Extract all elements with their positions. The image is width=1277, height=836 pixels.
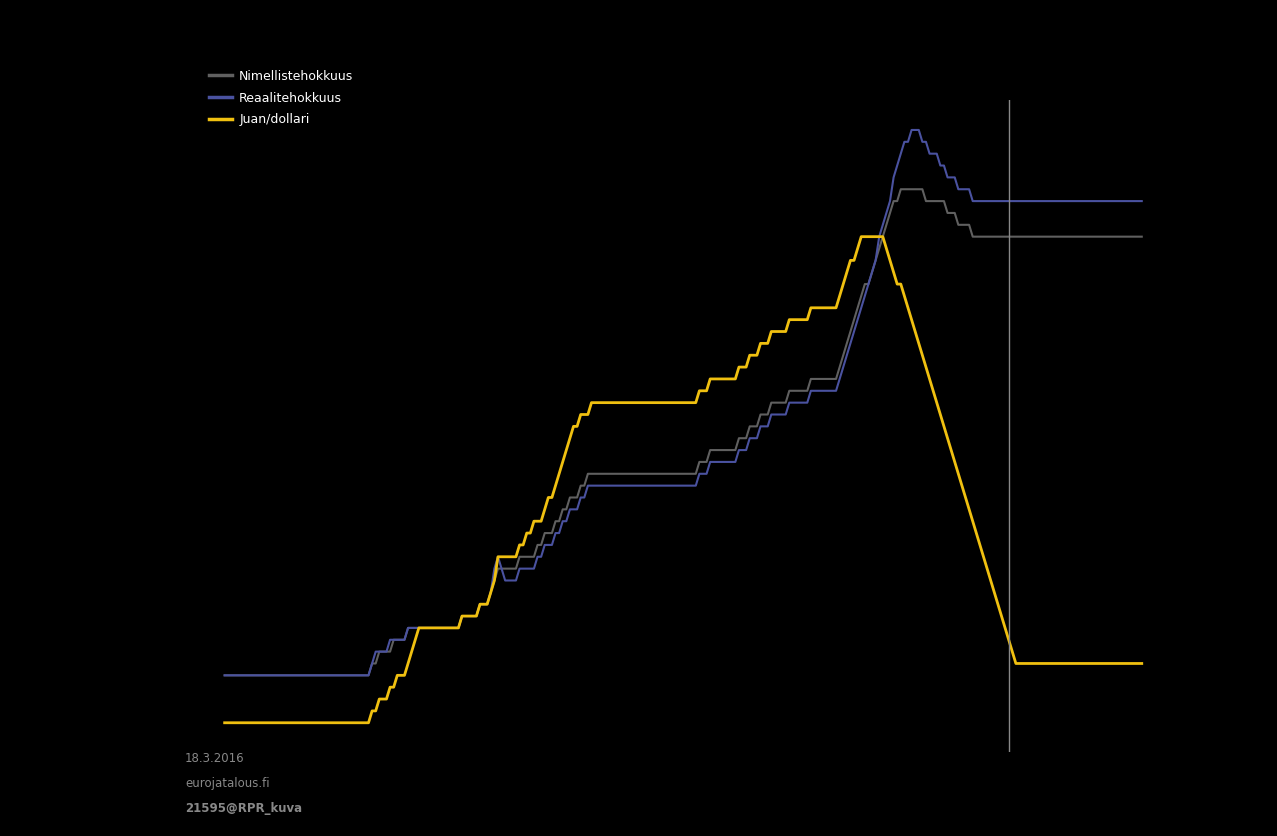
Legend: Nimellistehokkuus, Reaalitehokkuus, Juan/dollari: Nimellistehokkuus, Reaalitehokkuus, Juan…	[204, 64, 359, 131]
Text: 21595@RPR_kuva: 21595@RPR_kuva	[185, 802, 303, 815]
Text: eurojatalous.fi: eurojatalous.fi	[185, 777, 269, 790]
Text: 18.3.2016: 18.3.2016	[185, 752, 245, 765]
